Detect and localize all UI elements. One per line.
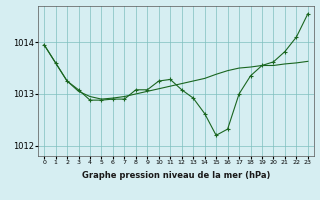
X-axis label: Graphe pression niveau de la mer (hPa): Graphe pression niveau de la mer (hPa) <box>82 171 270 180</box>
